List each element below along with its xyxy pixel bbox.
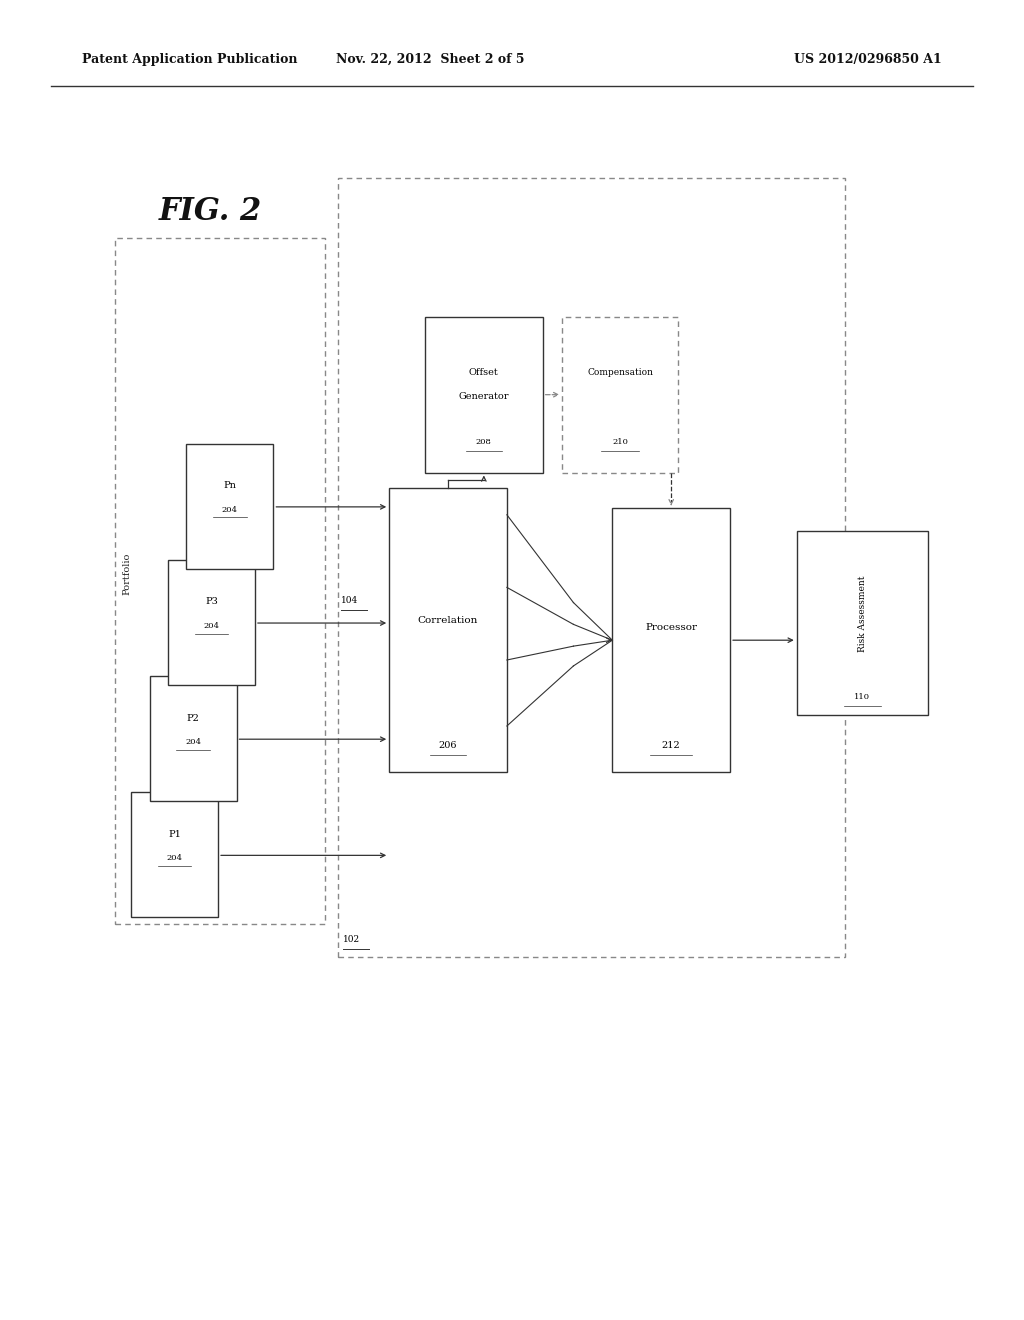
Text: Risk Assessment: Risk Assessment — [858, 576, 866, 652]
Text: 204: 204 — [185, 738, 201, 746]
FancyBboxPatch shape — [186, 444, 273, 569]
FancyBboxPatch shape — [131, 792, 218, 917]
Text: Patent Application Publication: Patent Application Publication — [82, 53, 297, 66]
Text: P1: P1 — [168, 830, 181, 838]
Text: 104: 104 — [341, 597, 358, 605]
Text: P2: P2 — [186, 714, 200, 722]
Text: Compensation: Compensation — [587, 368, 653, 376]
Text: Correlation: Correlation — [418, 616, 478, 624]
Text: Portfolio: Portfolio — [123, 553, 131, 595]
FancyBboxPatch shape — [150, 676, 237, 801]
Text: 208: 208 — [476, 438, 492, 446]
Text: Generator: Generator — [459, 392, 509, 400]
Text: FIG. 2: FIG. 2 — [159, 195, 262, 227]
Text: 210: 210 — [612, 438, 628, 446]
Text: Pn: Pn — [223, 482, 237, 490]
Text: US 2012/0296850 A1: US 2012/0296850 A1 — [795, 53, 942, 66]
Text: Processor: Processor — [645, 623, 697, 631]
Text: 212: 212 — [662, 742, 681, 750]
Text: Nov. 22, 2012  Sheet 2 of 5: Nov. 22, 2012 Sheet 2 of 5 — [336, 53, 524, 66]
Text: 206: 206 — [438, 742, 458, 750]
Text: Offset: Offset — [469, 368, 499, 376]
FancyBboxPatch shape — [115, 238, 325, 924]
FancyBboxPatch shape — [168, 560, 255, 685]
Text: P3: P3 — [205, 598, 218, 606]
Text: 204: 204 — [167, 854, 182, 862]
FancyBboxPatch shape — [389, 488, 507, 772]
Text: 204: 204 — [204, 622, 219, 630]
Text: 110: 110 — [854, 693, 870, 701]
FancyBboxPatch shape — [612, 508, 730, 772]
FancyBboxPatch shape — [797, 531, 928, 715]
Text: 204: 204 — [222, 506, 238, 513]
Text: 102: 102 — [343, 936, 360, 944]
FancyBboxPatch shape — [338, 178, 845, 957]
FancyBboxPatch shape — [425, 317, 543, 473]
FancyBboxPatch shape — [562, 317, 678, 473]
